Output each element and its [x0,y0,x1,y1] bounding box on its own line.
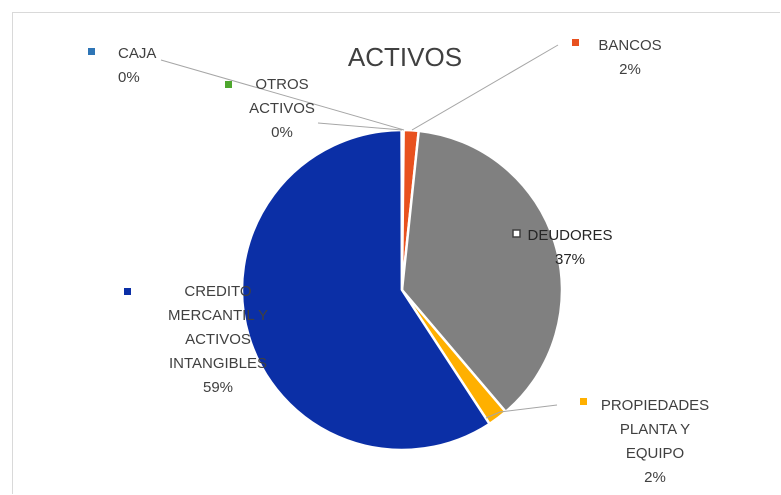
leader-line-propiedades [485,404,558,419]
pie-slice-otros [400,128,404,291]
data-label-caja: CAJA 0% [118,45,156,86]
leader-line-bancos [411,44,559,131]
legend-key-deudores [512,229,521,238]
data-label-otros: OTROS ACTIVOS 0% [249,76,315,141]
chart-title: ACTIVOS [348,42,462,72]
legend-key-bancos [572,39,579,46]
data-label-propiedades: PROPIEDADES PLANTA Y EQUIPO 2% [601,397,709,486]
data-label-bancos: BANCOS 2% [598,37,661,78]
data-label-credito: CREDITO MERCANTIL Y ACTIVOS INTANGIBLES 59% [168,283,268,396]
legend-key-otros [225,81,232,88]
pie-slice-credito [240,128,492,452]
pie-slice-deudores [400,129,564,414]
leader-line-caja [160,59,405,131]
legend-key-propiedades [580,398,587,405]
leader-line-otros [317,122,403,131]
chart-frame [12,12,780,494]
data-label-deudores: DEUDORES 37% [527,227,612,268]
legend-key-credito [124,288,131,295]
legend-key-caja [88,48,95,55]
